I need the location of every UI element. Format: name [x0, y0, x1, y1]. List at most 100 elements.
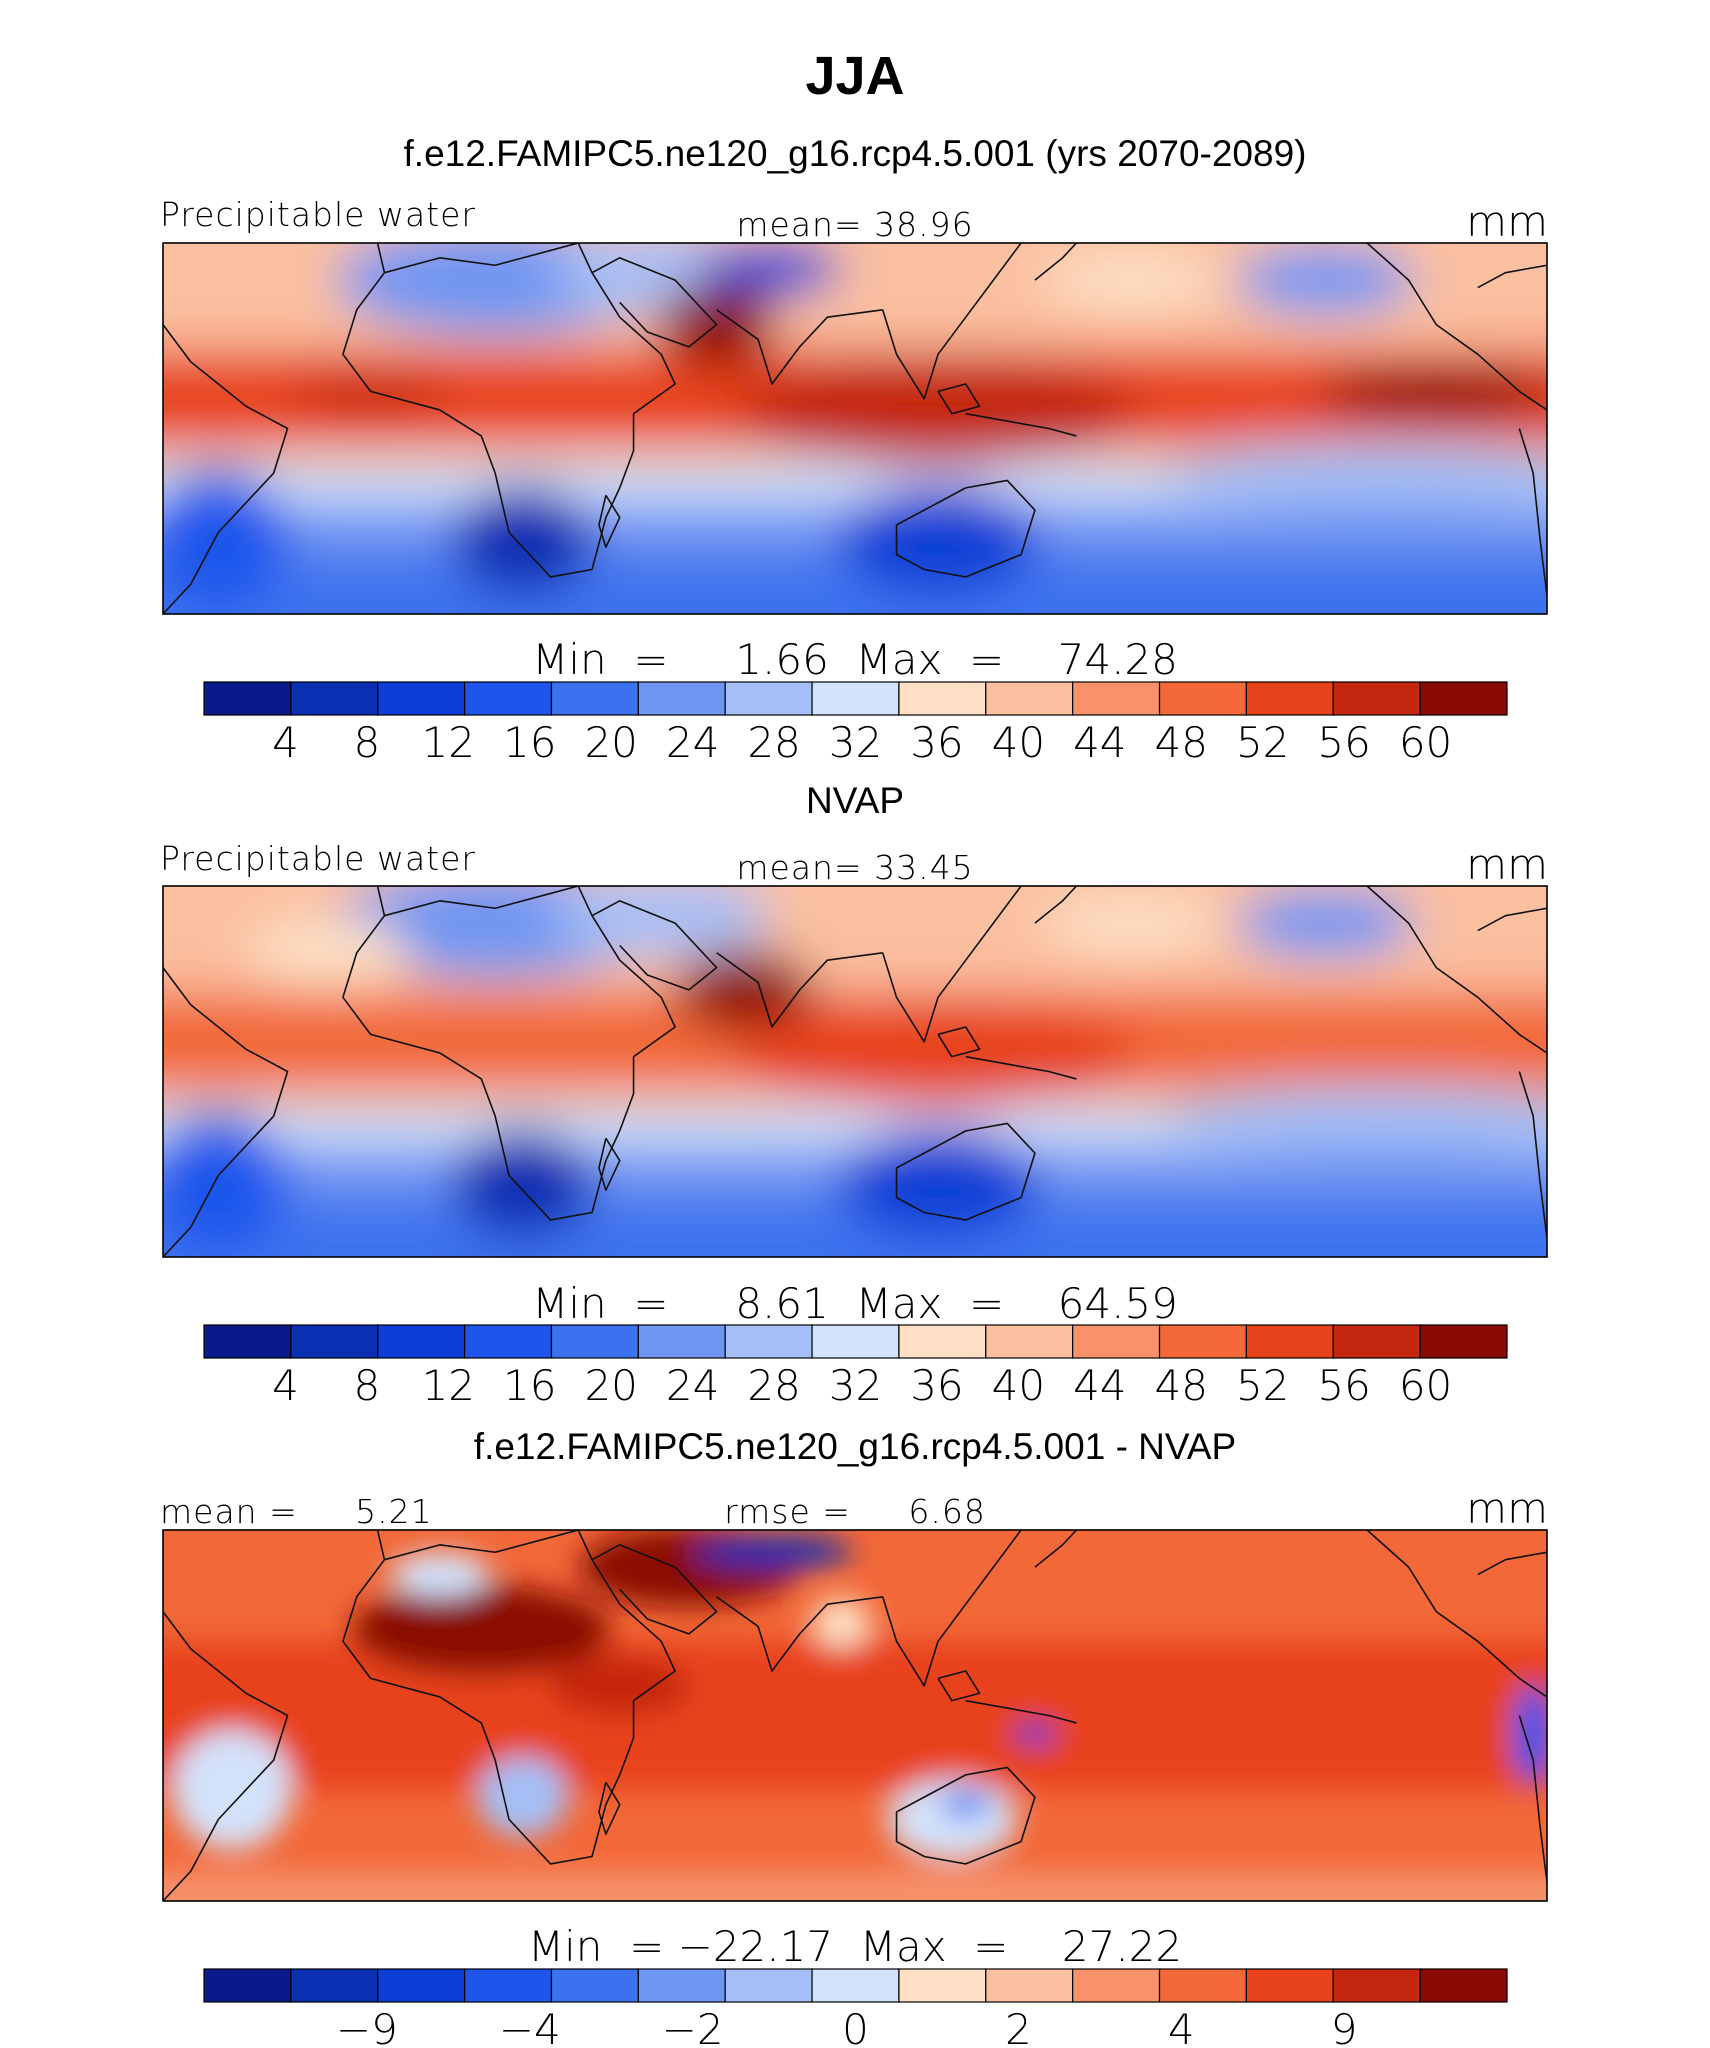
panel-3-colorbar: [203, 1968, 1508, 2003]
field-layers: [163, 886, 1547, 1257]
colorbar-swatch: [724, 1324, 813, 1359]
colorbar-tick-label: 48: [1155, 718, 1208, 767]
colorbar-tick-label: 40: [992, 718, 1045, 767]
colorbar-swatch: [811, 1968, 900, 2003]
colorbar-swatch: [985, 1324, 1074, 1359]
colorbar-swatch: [290, 1324, 379, 1359]
colorbar-tick-label: 32: [829, 1361, 882, 1410]
panel-2-colorbar: [203, 1324, 1508, 1359]
colorbar-swatch: [1245, 681, 1334, 716]
colorbar-tick-label: 36: [910, 718, 963, 767]
colorbar-swatch: [377, 681, 466, 716]
colorbar-tick-label: 60: [1399, 718, 1452, 767]
colorbar-swatch: [1245, 1324, 1334, 1359]
colorbar-swatch: [1072, 1968, 1161, 2003]
colorbar-swatch: [464, 681, 553, 716]
colorbar-tick-label: 4: [1168, 2005, 1195, 2048]
panel-1-minmax: Min = 1.66 Max = 74.28: [532, 635, 1178, 684]
panel-1-map: [163, 243, 1547, 614]
panel-2-units: mm: [1466, 840, 1548, 889]
colorbar-swatch: [1419, 681, 1508, 716]
colorbar-tick-label: 4: [272, 1361, 299, 1410]
colorbar-swatch: [1245, 1968, 1334, 2003]
colorbar-tick-label: 44: [1073, 1361, 1126, 1410]
colorbar-swatch: [377, 1324, 466, 1359]
colorbar-swatch: [637, 1324, 726, 1359]
colorbar-tick-label: 20: [584, 718, 637, 767]
panel-2-left-label: Precipitable water: [160, 839, 476, 878]
panel-3-rmse-label: rmse = 6.68: [724, 1492, 986, 1531]
panel-1-map-frame: [162, 242, 1548, 615]
colorbar-tick-label: −9: [336, 2005, 398, 2048]
colorbar-swatch: [1158, 681, 1247, 716]
panel-1-heading: f.e12.FAMIPC5.ne120_g16.rcp4.5.001 (yrs …: [404, 133, 1307, 174]
panel-2-mean-label: mean= 33.45: [736, 848, 973, 887]
colorbar-swatch: [550, 681, 639, 716]
colorbar-swatch: [1158, 1968, 1247, 2003]
colorbar-tick-label: 36: [910, 1361, 963, 1410]
panel-3-map: [163, 1530, 1547, 1901]
panel-1-colorbar-ticks: 4 8 12 16 20 24 28 32 36 40 44 48 52 56 60: [272, 718, 1452, 767]
colorbar-swatch: [203, 1324, 292, 1359]
panel-3-left-label: mean = 5.21: [160, 1492, 433, 1531]
colorbar-tick-label: 60: [1399, 1361, 1452, 1410]
colorbar-tick-label: 44: [1073, 718, 1126, 767]
colorbar-tick-label: 32: [829, 718, 882, 767]
colorbar-swatch: [203, 681, 292, 716]
colorbar-tick-label: 56: [1317, 1361, 1370, 1410]
panel-3-colorbar-ticks: −9 −4 −2 0 2 4 9: [336, 2005, 1358, 2048]
colorbar-swatch: [637, 1968, 726, 2003]
colorbar-tick-label: 24: [666, 1361, 719, 1410]
colorbar-swatch: [811, 1324, 900, 1359]
colorbar-tick-label: 40: [992, 1361, 1045, 1410]
colorbar-swatch: [811, 681, 900, 716]
colorbar-swatch: [724, 681, 813, 716]
panel-2-colorbar-ticks: 4 8 12 16 20 24 28 32 36 40 44 48 52 56 60: [272, 1361, 1452, 1410]
colorbar-tick-label: 8: [354, 1361, 381, 1410]
panel-3-minmax: Min = −22.17 Max = 27.22: [528, 1922, 1182, 1971]
panel-1-mean-label: mean= 38.96: [736, 205, 973, 244]
colorbar-tick-label: 12: [422, 718, 475, 767]
panel-1-units: mm: [1466, 197, 1548, 246]
colorbar-swatch: [464, 1324, 553, 1359]
colorbar-swatch: [1419, 1324, 1508, 1359]
colorbar-swatch: [985, 681, 1074, 716]
colorbar-tick-label: 0: [842, 2005, 869, 2048]
panel-3-map-frame: [162, 1529, 1548, 1902]
panel-1-colorbar: [203, 681, 1508, 716]
figure-title: JJA: [805, 46, 904, 106]
colorbar-swatch: [1332, 1968, 1421, 2003]
colorbar-tick-label: 56: [1317, 718, 1370, 767]
colorbar-swatch: [290, 1968, 379, 2003]
colorbar-swatch: [203, 1968, 292, 2003]
colorbar-tick-label: 28: [747, 1361, 800, 1410]
panel-1: f.e12.FAMIPC5.ne120_g16.rcp4.5.001 (yrs …: [160, 133, 1548, 767]
colorbar-swatch: [377, 1968, 466, 2003]
colorbar-swatch: [550, 1324, 639, 1359]
colorbar-tick-label: 9: [1331, 2005, 1358, 2048]
colorbar-tick-label: 48: [1155, 1361, 1208, 1410]
colorbar-swatch: [1072, 681, 1161, 716]
colorbar-swatch: [1419, 1968, 1508, 2003]
colorbar-swatch: [637, 681, 726, 716]
colorbar-tick-label: 52: [1236, 1361, 1289, 1410]
colorbar-tick-label: 12: [422, 1361, 475, 1410]
panel-2-map: [163, 886, 1547, 1257]
panel-1-left-label: Precipitable water: [160, 195, 476, 234]
coastlines: [163, 1530, 1547, 1901]
colorbar-tick-label: 24: [666, 718, 719, 767]
colorbar-tick-label: 8: [354, 718, 381, 767]
panel-2-heading: NVAP: [806, 780, 904, 821]
colorbar-tick-label: 28: [747, 718, 800, 767]
colorbar-tick-label: −2: [662, 2005, 724, 2048]
colorbar-tick-label: 16: [503, 718, 556, 767]
colorbar-swatch: [898, 681, 987, 716]
colorbar-swatch: [1332, 681, 1421, 716]
colorbar-swatch: [550, 1968, 639, 2003]
panel-2-minmax: Min = 8.61 Max = 64.59: [532, 1279, 1178, 1328]
field-layers: [163, 243, 1547, 614]
colorbar-swatch: [1332, 1324, 1421, 1359]
colorbar-swatch: [985, 1968, 1074, 2003]
colorbar-tick-label: 4: [272, 718, 299, 767]
colorbar-swatch: [1158, 1324, 1247, 1359]
